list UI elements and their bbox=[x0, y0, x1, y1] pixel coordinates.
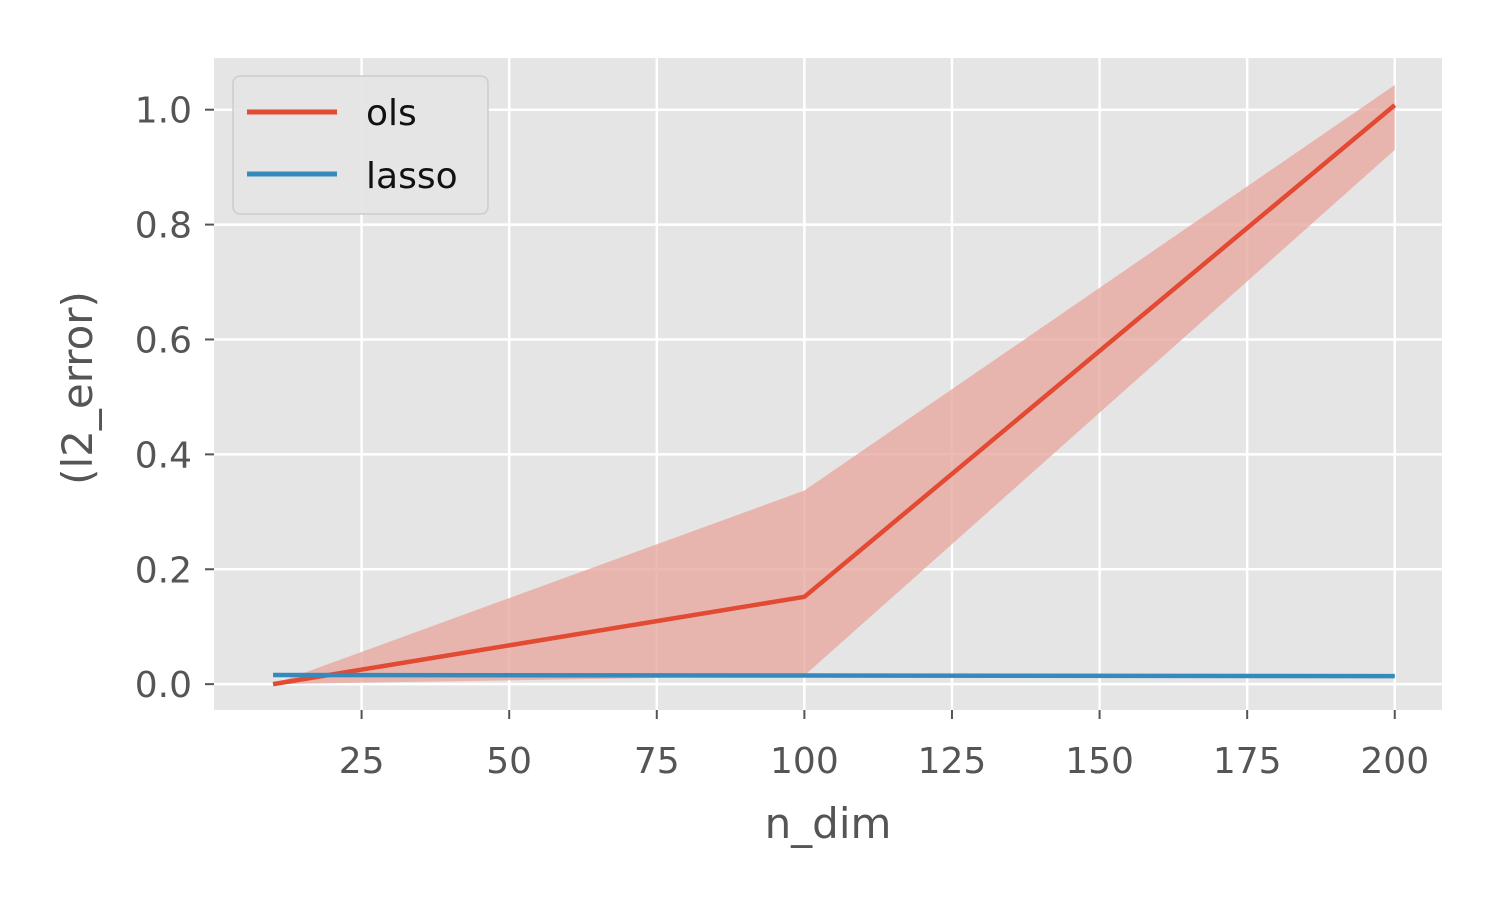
legend: ols lasso bbox=[232, 75, 489, 215]
legend-label-ols: ols bbox=[366, 93, 417, 134]
series-line-ols bbox=[272, 103, 1397, 687]
x-axis-ticks: 25 50 75 100 125 150 175 200 bbox=[339, 710, 1429, 782]
x-tick-label: 100 bbox=[770, 741, 839, 782]
x-tick-label: 125 bbox=[918, 741, 987, 782]
y-tick-label: 0.2 bbox=[135, 550, 192, 591]
x-axis-label: n_dim bbox=[765, 799, 892, 848]
y-axis-ticks: 0.0 0.2 0.4 0.6 0.8 1.0 bbox=[135, 91, 214, 706]
series-line-lasso bbox=[273, 672, 1395, 679]
series-lines bbox=[272, 103, 1397, 687]
y-tick-label: 0.4 bbox=[135, 435, 192, 476]
x-tick-label: 150 bbox=[1065, 741, 1134, 782]
y-tick-label: 0.6 bbox=[135, 320, 192, 361]
confidence-bands bbox=[273, 84, 1395, 685]
x-tick-label: 75 bbox=[634, 741, 680, 782]
x-tick-label: 25 bbox=[339, 741, 385, 782]
y-tick-label: 0.8 bbox=[135, 206, 192, 247]
y-axis-label: (l2_error) bbox=[53, 291, 102, 485]
y-tick-label: 1.0 bbox=[135, 91, 192, 132]
legend-label-lasso: lasso bbox=[366, 156, 458, 197]
x-tick-label: 50 bbox=[486, 741, 532, 782]
y-tick-label: 0.0 bbox=[135, 665, 192, 706]
band-ols bbox=[273, 84, 1395, 685]
x-tick-label: 175 bbox=[1213, 741, 1282, 782]
x-tick-label: 200 bbox=[1360, 741, 1429, 782]
